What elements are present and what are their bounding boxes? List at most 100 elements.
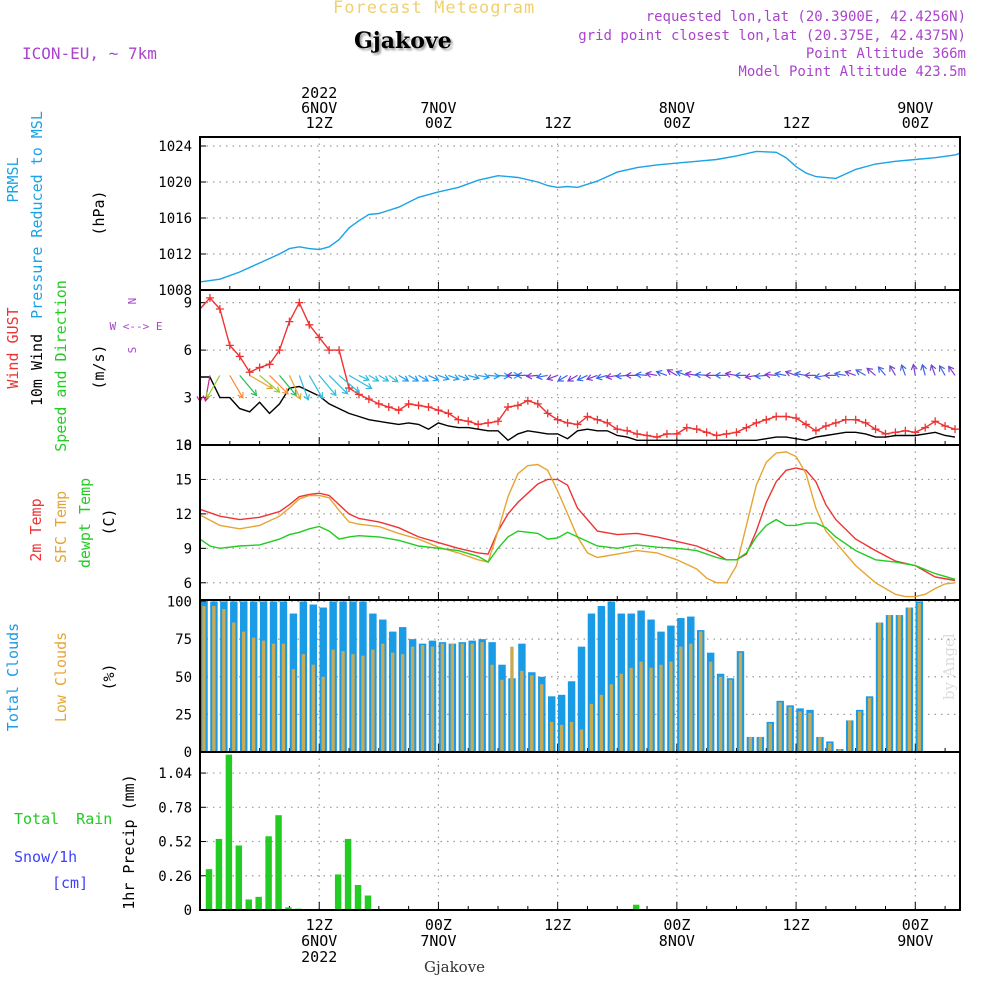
low-cloud-bar xyxy=(778,702,782,752)
rain-bar xyxy=(344,838,352,910)
wind-direction-arrow xyxy=(889,364,896,376)
wind-direction-arrow xyxy=(744,373,757,380)
gust-marker xyxy=(682,423,691,432)
y-axis-label: (m/s) xyxy=(90,344,108,389)
wind-direction-arrow xyxy=(844,369,856,377)
low-cloud-bar xyxy=(540,684,544,752)
wind-direction-arrow xyxy=(428,374,440,382)
gust-marker xyxy=(662,429,671,438)
wind-direction-arrow xyxy=(929,363,937,376)
low-cloud-bar xyxy=(480,642,484,752)
low-cloud-bar xyxy=(311,664,315,752)
low-cloud-bar xyxy=(589,703,594,752)
y-tick-label: 6 xyxy=(184,576,192,592)
gust-marker xyxy=(225,341,234,350)
gust-marker xyxy=(951,425,960,434)
wind-direction-arrow xyxy=(348,374,373,390)
low-cloud-bar xyxy=(261,640,266,752)
y-tick-label: 1008 xyxy=(158,283,192,299)
rain-bar xyxy=(632,904,640,910)
gust-marker xyxy=(235,352,244,361)
low-cloud-bar xyxy=(699,631,703,752)
y-axis-label: 1hr Precip (mm) xyxy=(120,774,138,909)
y-axis-label: PRMSL xyxy=(4,157,22,202)
time-label-top: 6NOV xyxy=(301,99,337,117)
low-cloud-bar xyxy=(877,622,882,752)
y-tick-label: 9 xyxy=(184,296,192,312)
low-cloud-bar xyxy=(897,615,902,752)
gust-marker xyxy=(742,423,751,432)
low-cloud-bar xyxy=(351,654,355,752)
wind-direction-arrow xyxy=(615,372,628,380)
gust-marker xyxy=(414,401,423,410)
y-axis-label: Pressure Reduced to MSL xyxy=(28,111,46,319)
wind-direction-arrow xyxy=(478,373,491,380)
low-cloud-bar xyxy=(708,661,713,752)
gust-marker xyxy=(672,429,681,438)
low-cloud-bar xyxy=(758,736,762,752)
low-cloud-bar xyxy=(659,664,663,752)
wind-direction-arrow xyxy=(823,371,836,379)
time-label-bottom: 12Z xyxy=(783,916,810,934)
low-cloud-bar xyxy=(768,723,772,752)
low-cloud-bar xyxy=(907,607,911,752)
wind-direction-arrow xyxy=(468,373,480,381)
low-cloud-bar xyxy=(291,669,296,752)
gust-marker xyxy=(712,431,721,440)
total-cloud-bar xyxy=(587,613,596,752)
low-cloud-bar xyxy=(202,606,206,752)
rain-bar xyxy=(235,845,243,910)
time-label-bottom: 9NOV xyxy=(897,932,933,950)
gust-marker xyxy=(782,412,791,421)
wind-direction-arrow xyxy=(624,371,638,379)
y-axis-label: 10m Wind xyxy=(28,334,46,406)
wind-direction-arrow xyxy=(754,372,767,380)
series-line-wind-gust xyxy=(199,296,956,438)
wind-direction-arrow xyxy=(318,375,337,397)
gust-marker xyxy=(553,415,562,424)
low-cloud-bar xyxy=(639,661,643,752)
snow-label: Snow/1h xyxy=(14,848,77,866)
rain-bar xyxy=(334,874,342,910)
low-cloud-bar xyxy=(748,736,753,752)
wind-direction-arrow xyxy=(634,371,648,379)
total-rain-label: Total Rain xyxy=(14,810,112,828)
gust-marker xyxy=(821,422,830,431)
wind-direction-arrow xyxy=(910,363,918,376)
low-cloud-bar xyxy=(242,631,246,752)
gust-marker xyxy=(802,420,811,429)
y-axis-label: (C) xyxy=(100,508,118,535)
point-altitude: Point Altitude 366m xyxy=(805,46,966,62)
wind-direction-arrow xyxy=(279,375,297,397)
wind-direction-arrow xyxy=(784,369,797,377)
y-tick-label: 6 xyxy=(184,343,192,359)
low-cloud-bar xyxy=(321,676,325,752)
wind-direction-arrow xyxy=(684,370,697,378)
wind-direction-arrow xyxy=(458,374,470,381)
low-cloud-bar xyxy=(301,654,305,752)
low-cloud-bar xyxy=(599,694,604,752)
low-cloud-bar xyxy=(430,646,435,752)
low-cloud-bar xyxy=(450,643,454,752)
y-axis-label: Speed and Direction xyxy=(52,280,70,452)
y-tick-label: 1012 xyxy=(158,247,192,263)
wind-direction-arrow xyxy=(488,372,501,380)
low-cloud-bar xyxy=(549,721,554,752)
gust-marker xyxy=(722,429,731,438)
gust-marker xyxy=(831,418,840,427)
wind-direction-arrow xyxy=(229,375,244,399)
wind-direction-arrow xyxy=(694,371,707,379)
time-label-top: 12Z xyxy=(306,114,333,132)
low-cloud-bar xyxy=(420,645,425,752)
wind-direction-arrow xyxy=(734,371,747,379)
requested-coords: requested lon,lat (20.3900E, 42.4256N) xyxy=(645,9,966,25)
gust-marker xyxy=(851,415,860,424)
rain-bar xyxy=(225,754,233,910)
gust-marker xyxy=(533,399,542,408)
time-label-bottom: 8NOV xyxy=(659,932,695,950)
low-cloud-bar xyxy=(460,643,464,752)
low-cloud-bar xyxy=(559,724,564,752)
low-cloud-bar xyxy=(510,646,514,752)
y-tick-label: 0 xyxy=(184,745,192,761)
